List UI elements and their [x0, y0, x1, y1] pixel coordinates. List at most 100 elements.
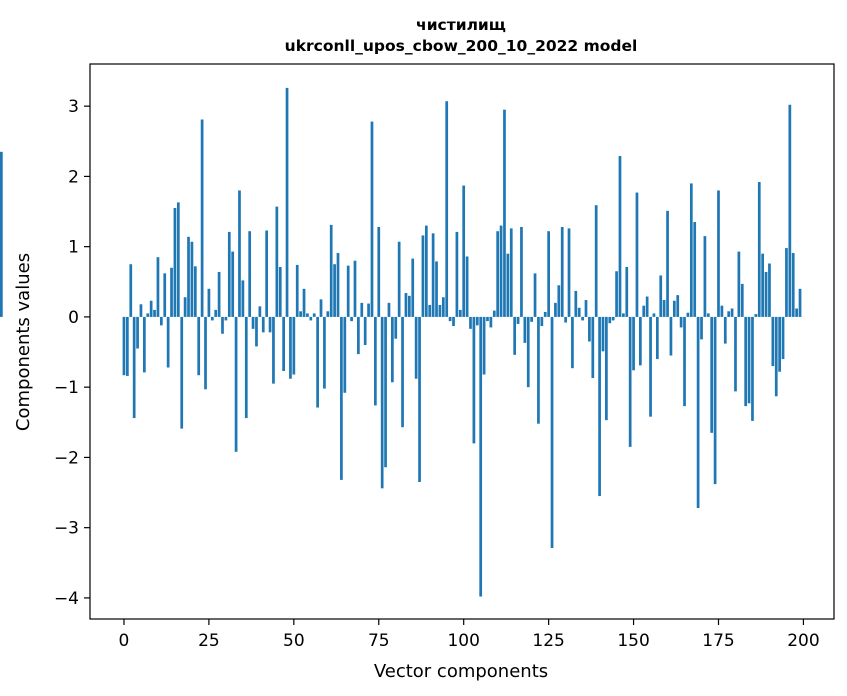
bar-component-190: [768, 263, 771, 317]
bar-component-135: [581, 316, 584, 321]
bar-component-77: [384, 316, 387, 468]
bar-component-140: [598, 316, 601, 497]
bar-component-30: [224, 316, 228, 321]
bar-component-111: [499, 225, 503, 317]
bar-component-98: [455, 231, 459, 317]
bar-component-11: [159, 316, 163, 326]
bar-component-109: [492, 310, 496, 317]
y-tick-label: −2: [54, 448, 79, 468]
bars-group: [0, 87, 802, 597]
x-axis-label: Vector components: [374, 661, 548, 682]
x-tick-label: 150: [617, 631, 649, 651]
bar-component-42: [265, 230, 269, 317]
bar-component-194: [781, 316, 785, 360]
bar-component-185: [751, 316, 754, 421]
bar-component-169: [696, 316, 700, 508]
plot-frame: [89, 63, 835, 620]
bar-component-171: [703, 236, 707, 317]
x-tick-label: 75: [368, 631, 390, 651]
chart-title-line-1: чистилищ: [416, 16, 506, 34]
bar-component-92: [435, 261, 438, 317]
bar-component-151: [635, 192, 639, 317]
bar-component-177: [723, 316, 727, 344]
bar-component-119: [526, 316, 530, 388]
bar-component-165: [683, 316, 686, 407]
bar-component-1: [126, 316, 129, 376]
bar-component-128: [557, 285, 561, 317]
y-tick-label: 0: [68, 308, 79, 328]
bar-component-28: [217, 271, 221, 317]
bar-component-12: [163, 273, 167, 317]
bar-component-57: [316, 316, 319, 408]
y-tick-label: −4: [54, 589, 79, 609]
x-axis-ticks: 0 25 50 75 100 125 150 175 200: [119, 619, 820, 651]
y-tick-label: 2: [68, 167, 79, 187]
x-tick-label: 125: [532, 631, 564, 651]
bar-component-125: [547, 231, 550, 317]
bar-component-122: [537, 316, 540, 424]
bar-component-189: [764, 271, 768, 317]
bar-component-20: [190, 241, 194, 317]
bar-component-24: [204, 316, 207, 390]
bar-component-197: [791, 252, 795, 317]
bar-component-83: [404, 293, 408, 317]
bar-component-187: [757, 182, 761, 317]
bar-component-166: [686, 312, 690, 317]
bar-component-182: [740, 283, 744, 317]
bar-component-180: [734, 316, 737, 392]
bar-component-163: [676, 295, 680, 317]
bar-component-138: [591, 316, 595, 379]
y-tick-label: −1: [54, 378, 79, 398]
bar-component-162: [672, 300, 676, 317]
x-tick-label: 25: [198, 631, 220, 651]
bar-component-79: [391, 316, 394, 383]
y-tick-label: 1: [68, 238, 79, 258]
bar-component-126: [550, 316, 554, 549]
bar-component-15: [173, 208, 177, 317]
bar-component-183: [744, 316, 748, 407]
bar-component-170: [700, 316, 703, 340]
bar-component-25: [207, 288, 211, 317]
bar-component-102: [469, 316, 472, 329]
bar-component-143: [608, 316, 612, 324]
bar-component-100: [462, 185, 466, 317]
bar-component-27: [214, 309, 218, 317]
bar-component-90: [428, 304, 432, 317]
bar-component-85: [411, 258, 415, 317]
bar-component-139: [594, 205, 598, 317]
bar-component-93: [438, 304, 442, 317]
bar-component-174: [713, 316, 717, 485]
x-tick-label: 0: [119, 631, 130, 651]
bar-component-35: [241, 280, 245, 317]
bar-component-75: [377, 226, 381, 317]
bar-component-14: [170, 267, 173, 317]
bar-component-199: [798, 288, 802, 317]
bar-component-96: [448, 316, 452, 322]
bar-component-19: [187, 236, 190, 317]
bar-component-62: [333, 264, 336, 317]
bar-component-156: [652, 313, 656, 317]
bar-component-45: [275, 206, 279, 317]
bar-component-44: [272, 316, 275, 384]
bar-component-38: [251, 316, 255, 329]
bar-component-99: [458, 309, 462, 317]
bar-component-158: [659, 275, 663, 317]
bar-component-61: [329, 224, 333, 317]
bar-component-60: [326, 311, 330, 317]
bar-component-117: [520, 226, 523, 317]
bar-component-47: [282, 316, 285, 371]
bar-component-5: [139, 304, 143, 317]
bar-component-70: [360, 302, 364, 317]
bar-component-78: [387, 302, 391, 317]
bar-component-23: [200, 119, 204, 317]
bar-component-179: [730, 308, 734, 317]
bar-component-69: [357, 316, 360, 355]
bar-component-178: [727, 311, 731, 317]
bar-component-58: [319, 299, 323, 317]
bar-component-195: [785, 248, 788, 317]
bar-component-43: [268, 316, 272, 333]
bar-component-95: [445, 101, 449, 317]
bar-component-0: [122, 316, 126, 376]
bar-component-164: [679, 316, 683, 328]
